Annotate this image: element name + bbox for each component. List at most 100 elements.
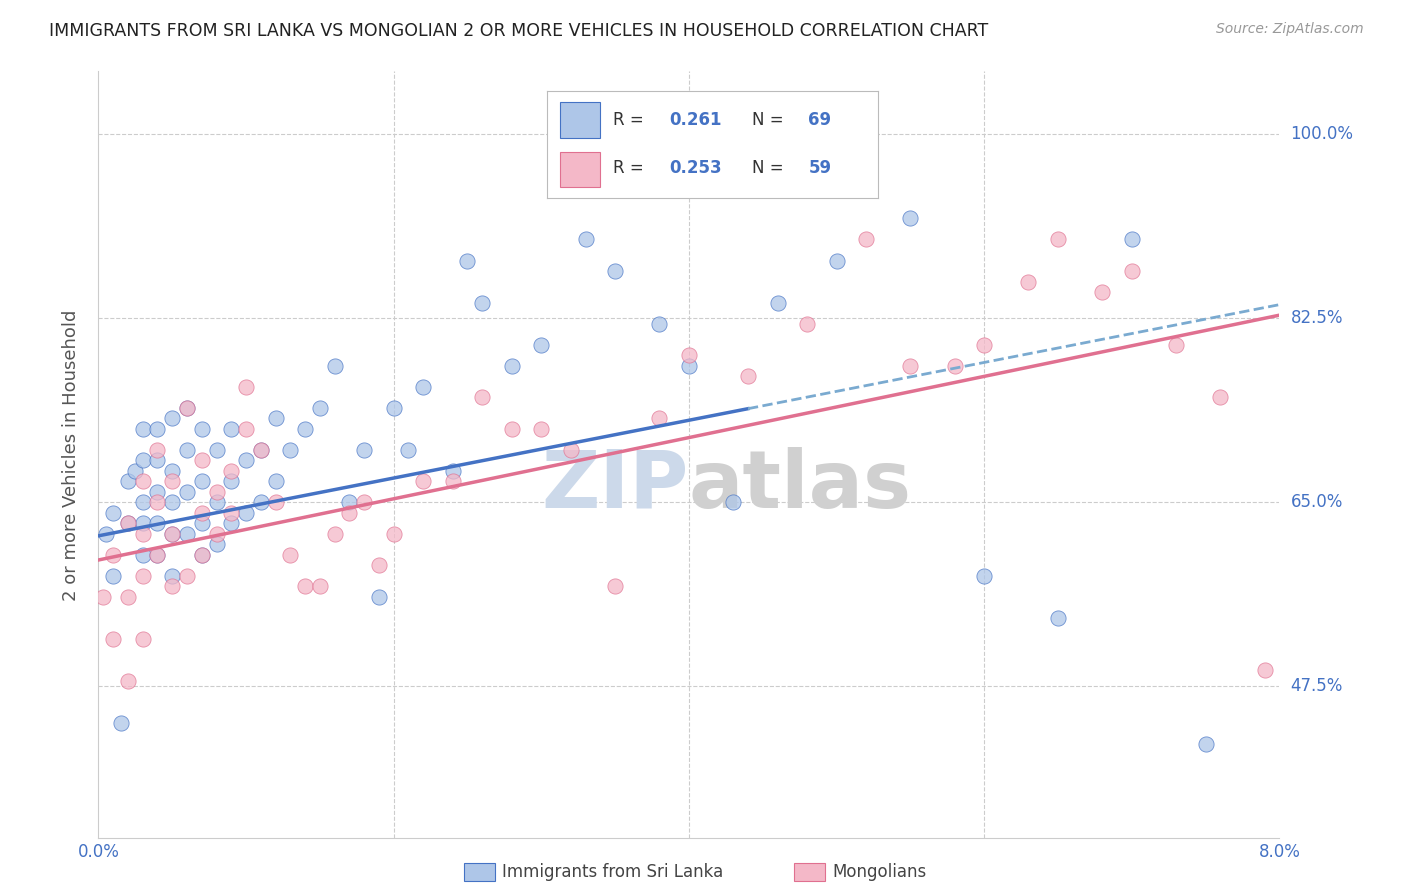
Point [132,495,155,509]
Point [221,516,243,531]
Point [1209,390,1232,404]
Point [825,253,848,268]
Point [103,506,125,520]
Point [441,464,464,478]
Point [678,348,700,362]
Point [162,526,183,541]
Point [796,317,818,331]
Text: atlas: atlas [689,447,912,524]
Point [205,526,228,541]
Point [132,453,155,467]
Point [146,548,169,562]
Point [501,359,523,373]
Point [280,442,302,457]
Point [264,411,287,425]
Point [235,379,257,393]
Point [368,590,391,604]
Point [205,495,228,509]
Point [250,442,273,457]
Point [1046,232,1070,246]
Point [398,442,420,457]
Point [339,506,361,520]
Point [191,474,214,488]
Point [132,474,155,488]
Point [294,579,316,593]
Point [162,579,183,593]
Point [191,422,214,436]
Point [309,579,332,593]
Point [382,526,405,541]
Point [191,548,214,562]
Point [264,474,287,488]
Y-axis label: 2 or more Vehicles in Household: 2 or more Vehicles in Household [62,310,80,600]
Point [457,253,479,268]
Point [294,422,316,436]
Text: ZIP: ZIP [541,447,689,524]
Point [1254,664,1277,678]
Point [146,548,169,562]
Text: IMMIGRANTS FROM SRI LANKA VS MONGOLIAN 2 OR MORE VEHICLES IN HOUSEHOLD CORRELATI: IMMIGRANTS FROM SRI LANKA VS MONGOLIAN 2… [49,22,988,40]
Point [353,442,375,457]
Point [205,442,228,457]
Point [1046,611,1070,625]
Point [648,317,671,331]
Point [205,484,228,499]
Point [162,411,183,425]
Point [94,526,117,541]
Point [530,337,553,351]
Point [235,422,257,436]
Point [412,474,434,488]
Point [1195,737,1218,751]
Point [146,442,169,457]
Point [132,422,155,436]
Point [441,474,464,488]
Point [900,359,922,373]
Point [162,568,183,582]
Point [221,506,243,520]
Point [117,474,139,488]
Point [530,422,553,436]
Point [501,422,523,436]
Point [205,537,228,551]
Point [678,359,700,373]
Point [132,516,155,531]
Point [191,516,214,531]
Point [132,548,155,562]
Point [250,495,273,509]
Point [132,632,155,646]
Point [162,464,183,478]
Point [605,264,627,278]
Point [221,422,243,436]
Point [103,548,125,562]
Point [146,422,169,436]
Point [353,495,375,509]
Point [280,548,302,562]
Point [117,516,139,531]
Point [575,232,598,246]
Point [117,516,139,531]
Point [264,495,287,509]
Point [737,369,759,384]
Point [973,337,995,351]
Point [176,484,198,499]
Text: Source: ZipAtlas.com: Source: ZipAtlas.com [1216,22,1364,37]
Point [146,484,169,499]
Point [110,715,132,730]
Point [1018,275,1040,289]
Point [973,568,995,582]
Point [412,379,434,393]
Point [103,568,125,582]
Point [1091,285,1114,299]
Point [176,526,198,541]
Point [191,506,214,520]
Point [1121,264,1143,278]
Point [117,590,139,604]
Text: 82.5%: 82.5% [1291,310,1343,327]
Point [309,401,332,415]
Point [91,590,114,604]
Point [323,359,346,373]
Text: Immigrants from Sri Lanka: Immigrants from Sri Lanka [502,863,723,881]
Point [855,232,877,246]
Point [766,295,789,310]
Point [250,442,273,457]
